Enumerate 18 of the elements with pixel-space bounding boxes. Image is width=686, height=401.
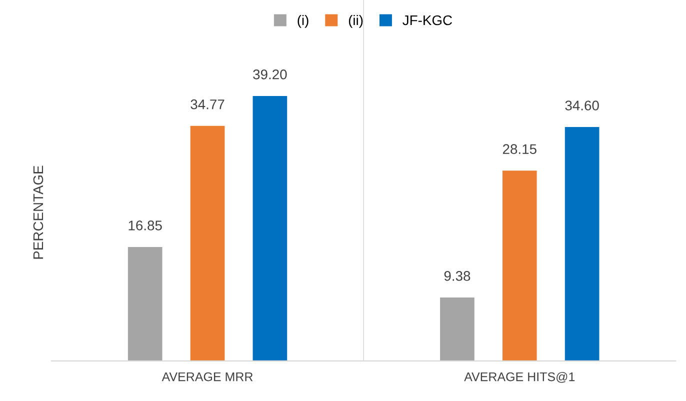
- data-label: 28.15: [502, 144, 536, 154]
- data-label: 16.85: [128, 220, 162, 230]
- bar: [252, 96, 288, 361]
- bar: [128, 247, 162, 361]
- y-axis-title: PERCENTAGE: [33, 166, 44, 259]
- legend-label: JF-KGC: [402, 15, 452, 26]
- bar: [502, 170, 537, 361]
- bar: [440, 298, 474, 361]
- legend-label: (ii): [348, 14, 363, 28]
- data-label: 9.38: [444, 271, 470, 281]
- bar: [190, 126, 225, 361]
- x-tick-label: AVERAGE HITS@1: [464, 372, 575, 383]
- data-label: 34.60: [565, 100, 599, 110]
- legend-label: (i): [298, 14, 308, 28]
- data-label: 34.77: [190, 99, 224, 110]
- bar: [564, 127, 600, 361]
- x-tick-label: AVERAGE MRR: [162, 372, 253, 382]
- data-label: 39.20: [253, 69, 287, 80]
